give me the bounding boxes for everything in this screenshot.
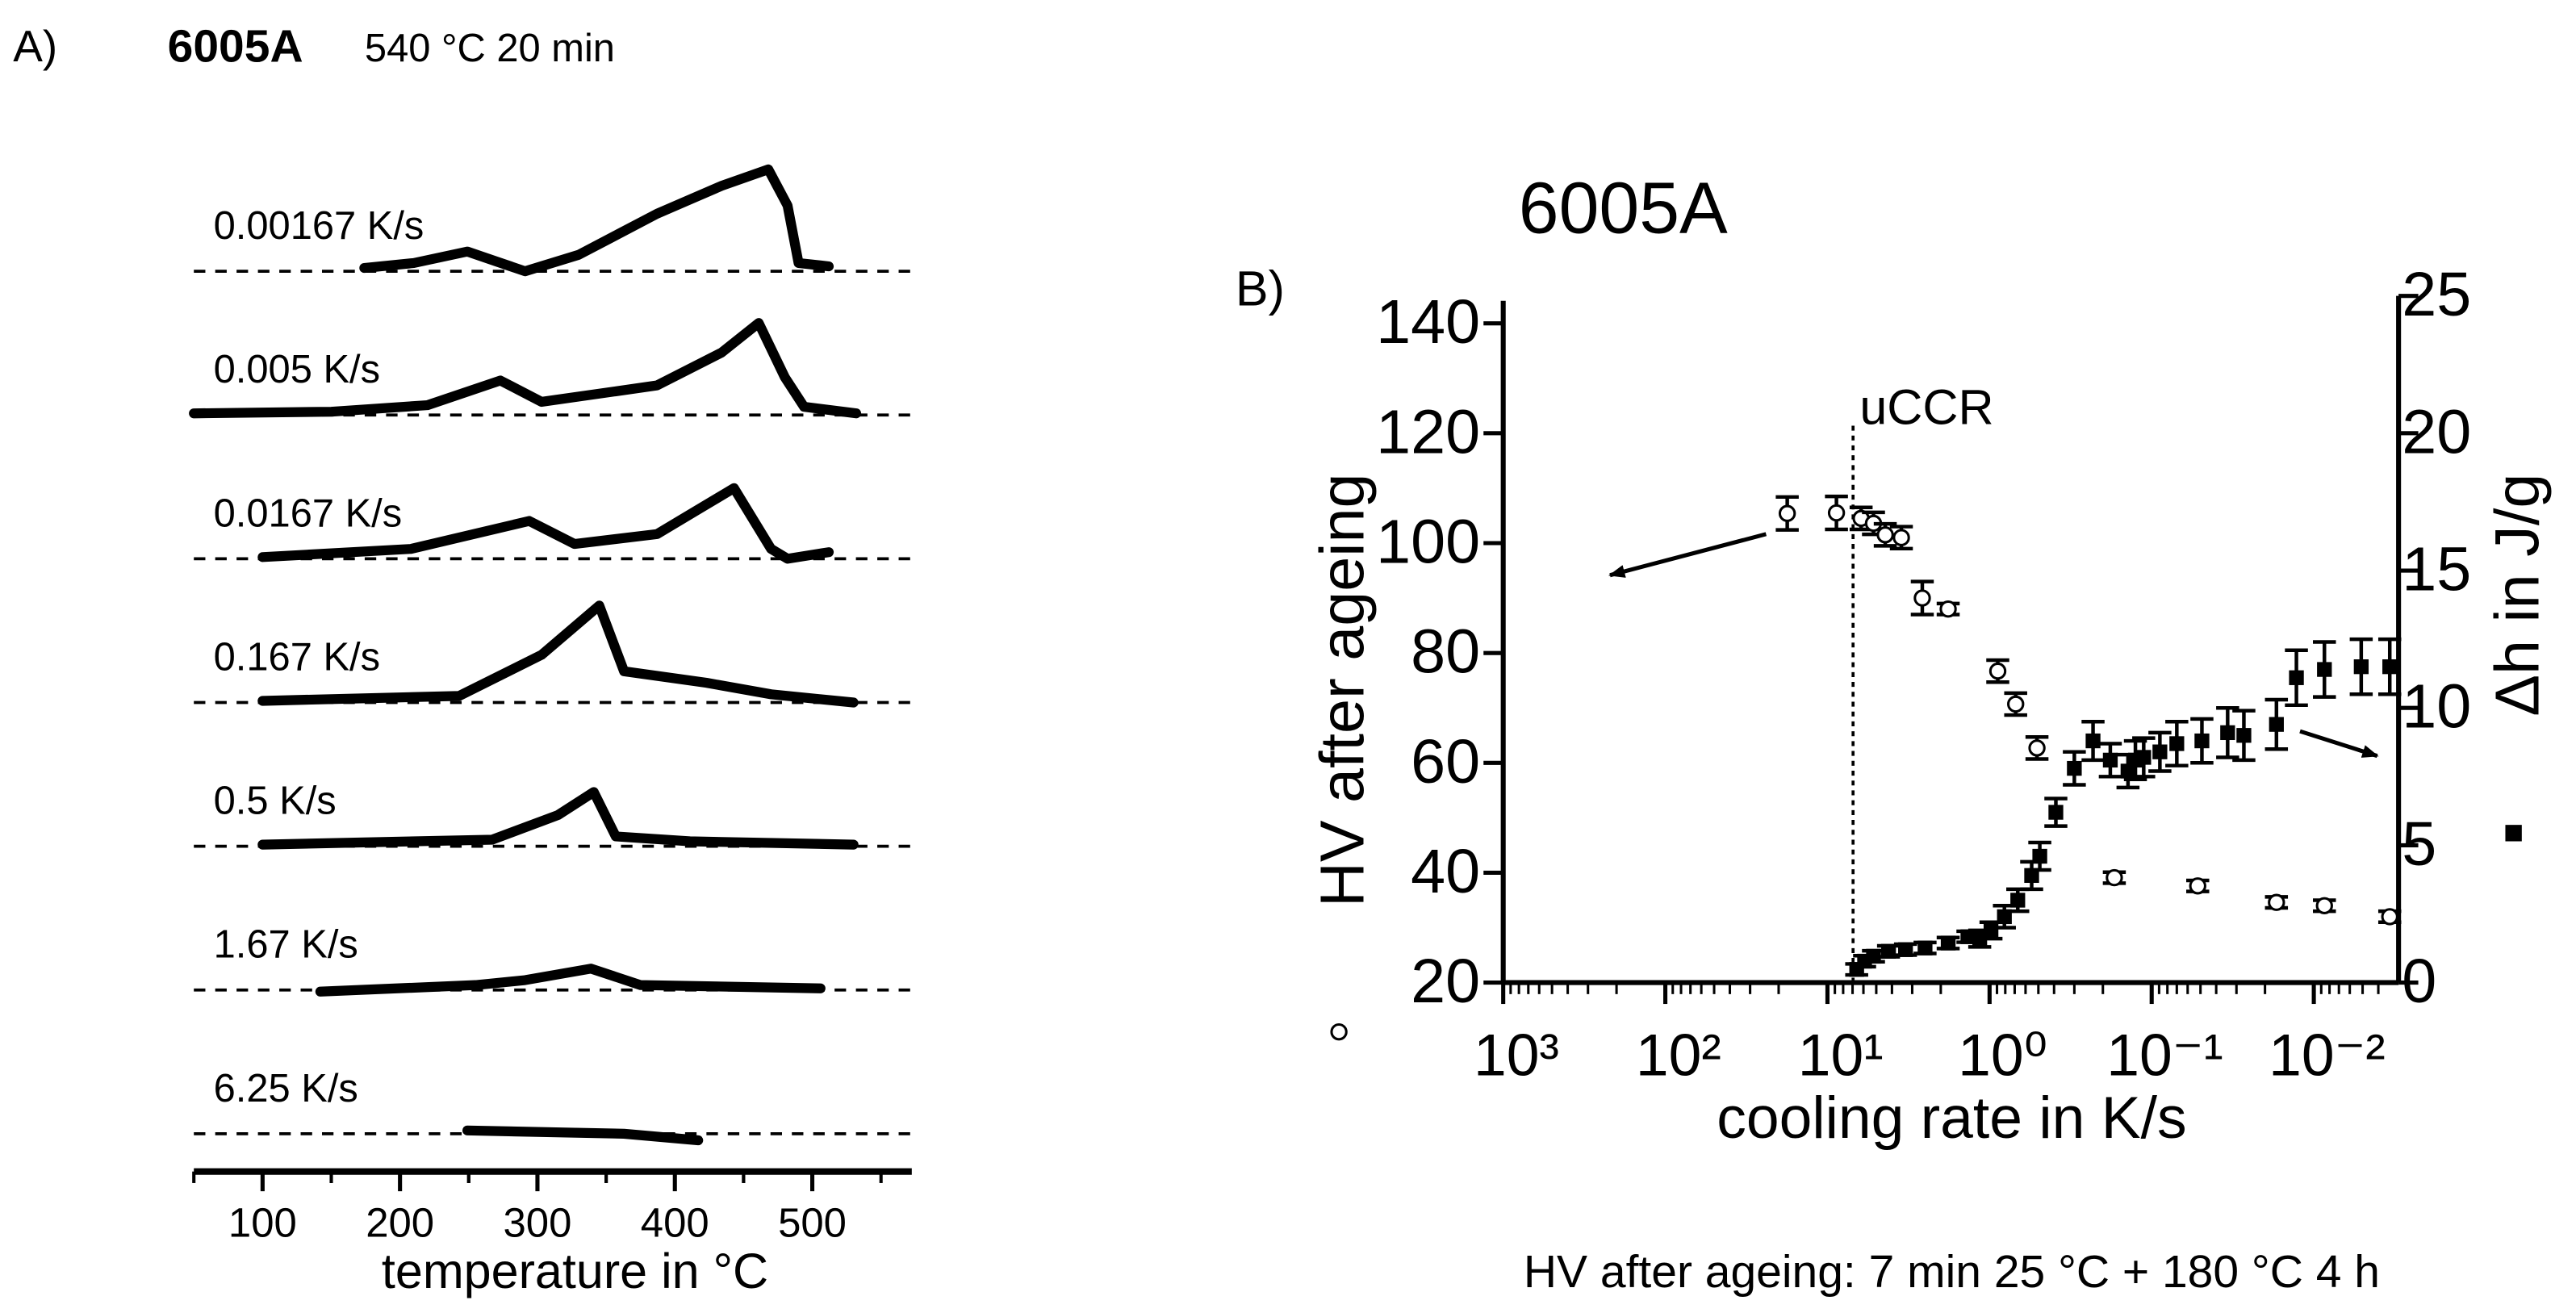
series-label: 0.0167 K/s xyxy=(214,491,403,535)
data-point xyxy=(1892,529,1910,546)
dsc-curve xyxy=(257,787,859,850)
data-point xyxy=(2102,752,2118,768)
data-point xyxy=(1827,504,1846,522)
data-point xyxy=(1988,662,2007,680)
data-point xyxy=(2269,717,2284,732)
data-point xyxy=(2010,893,2026,908)
dsc-curve xyxy=(315,964,826,997)
panel-label: B) xyxy=(1236,261,1285,316)
data-point xyxy=(1876,526,1894,544)
y-tick-label: 80 xyxy=(1411,617,1480,687)
data-point xyxy=(1913,589,1931,607)
panel-title: 6005A xyxy=(1519,168,1728,249)
dsc-curve xyxy=(462,1125,704,1146)
x-tick-label: 300 xyxy=(504,1199,572,1245)
panel-subtitle: 540 °C 20 min xyxy=(365,27,615,70)
series-label: 0.00167 K/s xyxy=(214,204,424,248)
data-point xyxy=(2353,659,2369,675)
data-point xyxy=(2382,659,2398,675)
x-tick-label: 10² xyxy=(1636,1022,1721,1089)
y-tick-label: 60 xyxy=(1411,727,1480,797)
y2-tick-label: 5 xyxy=(2402,809,2436,879)
data-point xyxy=(1939,600,1957,618)
y2-tick-label: 10 xyxy=(2402,672,2471,742)
data-point xyxy=(2136,750,2152,765)
y2-tick-label: 0 xyxy=(2402,947,2436,1016)
dsc-curve xyxy=(257,483,834,564)
data-point xyxy=(2189,877,2206,895)
y2-tick-label: 25 xyxy=(2402,260,2471,329)
x-tick-label: 200 xyxy=(366,1199,434,1245)
data-point xyxy=(2236,728,2252,743)
series-label: 0.167 K/s xyxy=(214,635,380,679)
y-tick-label: 140 xyxy=(1376,287,1480,357)
data-point xyxy=(2315,897,2333,914)
data-point xyxy=(2067,760,2082,776)
data-point xyxy=(2289,670,2304,685)
panel-title: 6005A xyxy=(168,20,303,72)
data-point xyxy=(1898,942,1913,957)
data-point xyxy=(1778,504,1796,522)
data-point xyxy=(2268,893,2285,911)
arrow xyxy=(1608,532,1767,578)
dsc-curve xyxy=(189,318,862,419)
footnote: HV after ageing: 7 min 25 °C + 180 °C 4 … xyxy=(1524,1246,2380,1298)
annotation: uCCR xyxy=(1859,379,1993,434)
x-axis-label: cooling rate in K/s xyxy=(1717,1085,2186,1151)
x-tick-label: 400 xyxy=(641,1199,709,1245)
x-tick-label: 100 xyxy=(228,1199,297,1245)
x-axis-label: temperature in °C xyxy=(382,1244,768,1298)
series-label: 0.005 K/s xyxy=(214,348,380,391)
data-point xyxy=(2169,736,2185,751)
data-point xyxy=(2007,695,2025,713)
y2-tick-label: 20 xyxy=(2402,397,2471,466)
x-tick-label: 10⁰ xyxy=(1958,1022,2047,1089)
y-tick-label: 20 xyxy=(1411,947,1480,1016)
data-point xyxy=(1983,922,1999,939)
data-point xyxy=(2028,739,2046,757)
y-axis-label: HV after ageing xyxy=(1308,474,1378,907)
series-label: 1.67 K/s xyxy=(214,923,358,967)
data-point xyxy=(2317,662,2332,677)
y2-axis-label: Δh in J/g xyxy=(2482,474,2552,717)
y-tick-label: 120 xyxy=(1376,397,1480,466)
y-tick-label: 40 xyxy=(1411,837,1480,906)
dsc-curve xyxy=(359,164,834,277)
data-point xyxy=(2381,908,2398,926)
data-point xyxy=(2194,733,2210,749)
data-point xyxy=(2085,733,2101,749)
data-point xyxy=(1940,935,1956,951)
data-point xyxy=(1960,929,1976,944)
x-tick-label: 10¹ xyxy=(1798,1022,1884,1089)
series-label: 6.25 K/s xyxy=(214,1067,358,1110)
data-point xyxy=(1866,948,1881,964)
data-point xyxy=(1880,943,1896,959)
x-tick-label: 10⁻² xyxy=(2269,1022,2386,1089)
data-point xyxy=(2032,848,2047,864)
data-point xyxy=(2106,868,2123,887)
y-tick-label: 100 xyxy=(1376,508,1480,577)
dsc-curve xyxy=(257,600,859,708)
data-point xyxy=(2048,805,2064,820)
legend-symbol xyxy=(1330,1022,1348,1041)
data-point xyxy=(1917,940,1933,955)
data-point xyxy=(2152,744,2168,759)
data-point xyxy=(2220,725,2235,741)
x-tick-label: 10⁻¹ xyxy=(2106,1022,2223,1089)
legend-symbol xyxy=(2505,825,2522,842)
panel-label: A) xyxy=(13,21,57,71)
series-label: 0.5 K/s xyxy=(214,780,337,823)
y2-tick-label: 15 xyxy=(2402,535,2471,604)
x-tick-label: 10³ xyxy=(1474,1022,1559,1089)
x-tick-label: 500 xyxy=(778,1199,847,1245)
arrow xyxy=(2299,729,2379,759)
